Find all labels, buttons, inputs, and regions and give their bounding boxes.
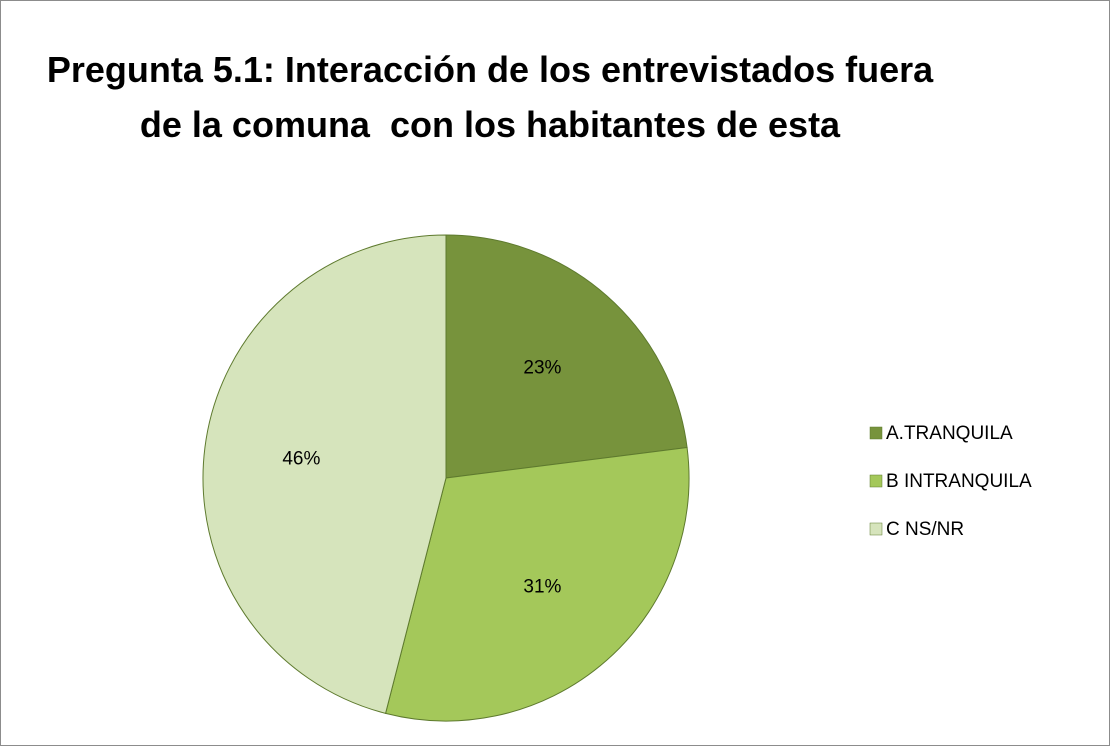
pie-slice [445, 234, 688, 479]
legend-label: A.TRANQUILA [886, 423, 1013, 444]
data-label: 31% [523, 576, 561, 597]
legend-label: B INTRANQUILA [886, 471, 1032, 492]
data-label: 23% [523, 358, 561, 379]
legend-swatch [869, 474, 883, 488]
pie-slice [202, 234, 447, 714]
legend-label: C NS/NR [886, 519, 964, 540]
data-label: 46% [282, 449, 320, 470]
pie-slice [384, 446, 690, 722]
legend-swatch [869, 426, 883, 440]
legend-swatch [869, 522, 883, 536]
chart-title: Pregunta 5.1: Interacción de los entrevi… [46, 49, 944, 145]
